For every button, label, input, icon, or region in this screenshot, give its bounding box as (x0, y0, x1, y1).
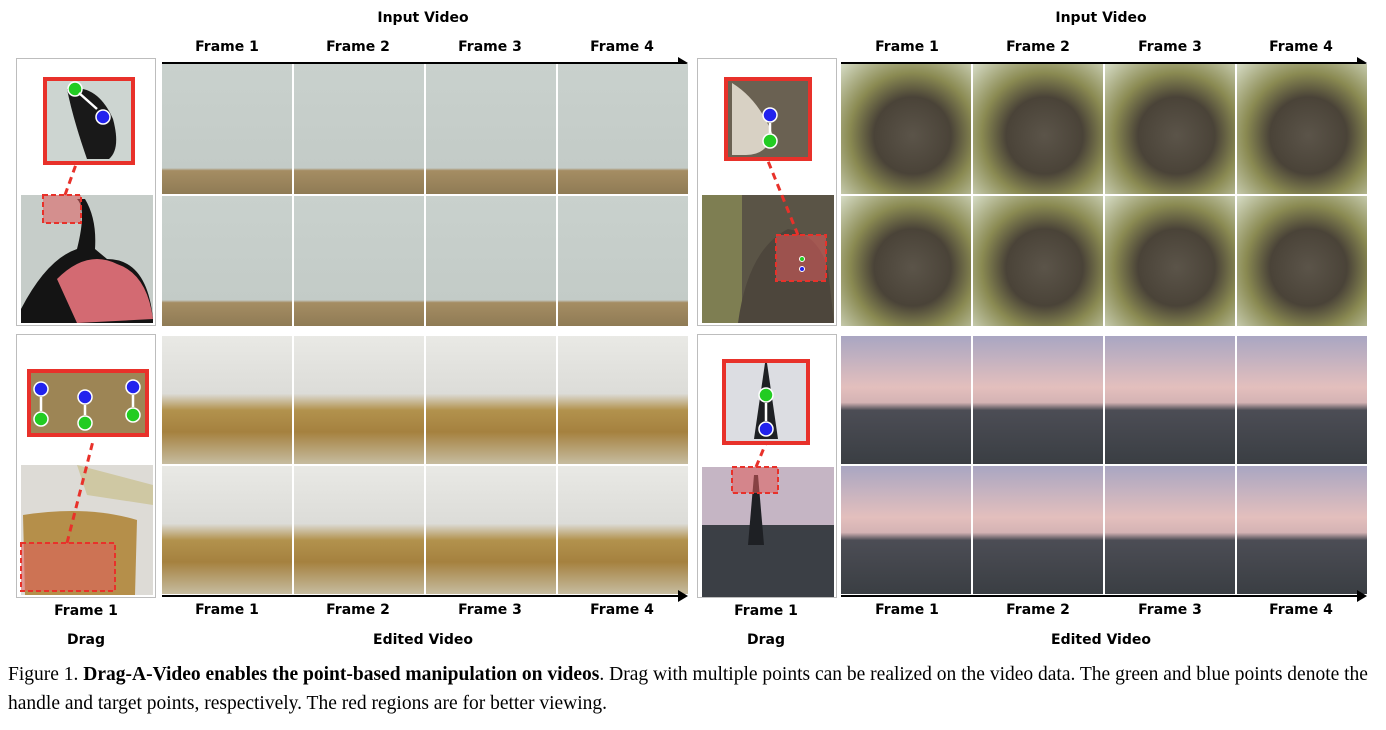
right-top-frame-label-1: Frame 1 (875, 39, 939, 55)
tower-input-frame-1 (841, 336, 971, 464)
right-drag-label: Drag (747, 632, 785, 648)
tower-edited-frame-4 (1237, 466, 1367, 594)
right-top-frame-label-4: Frame 4 (1269, 39, 1333, 55)
left-bottom-frame-label-2: Frame 2 (326, 602, 390, 618)
left-bottom-frame-label-4: Frame 4 (590, 602, 654, 618)
bunny-drag-illustration (21, 77, 153, 323)
glass-input-frame-4 (558, 336, 688, 464)
left-drag-label: Drag (67, 632, 105, 648)
bunny-input-frame-1 (162, 64, 292, 194)
wolf-drag-illustration (702, 77, 834, 323)
caption-bold-title: Drag-A-Video enables the point-based man… (83, 664, 600, 685)
right-top-frame-label-2: Frame 2 (1006, 39, 1070, 55)
glass-input-frame-2 (294, 336, 424, 464)
wolf-input-frame-4 (1237, 64, 1367, 194)
right-top-frame-label-3: Frame 3 (1138, 39, 1202, 55)
bunny-input-frame-3 (426, 64, 556, 194)
wolf-input-frame-2 (973, 64, 1103, 194)
bunny-edited-frame-2 (294, 196, 424, 326)
left-input-video-label: Input Video (377, 10, 469, 26)
right-bottom-drag-panel (697, 334, 837, 598)
glass-input-frame-1 (162, 336, 292, 464)
right-top-drag-panel (697, 58, 837, 326)
left-top-frame-label-4: Frame 4 (590, 39, 654, 55)
glass-input-frame-3 (426, 336, 556, 464)
tower-edited-frame-2 (973, 466, 1103, 594)
left-drag-frame-label: Frame 1 (54, 603, 118, 619)
left-top-timeline-arrow (162, 57, 688, 69)
wolf-input-frame-3 (1105, 64, 1235, 194)
right-bottom-frame-label-1: Frame 1 (875, 602, 939, 618)
wolf-edited-frame-1 (841, 196, 971, 326)
bunny-edited-frame-4 (558, 196, 688, 326)
right-drag-frame-label: Frame 1 (734, 603, 798, 619)
tower-input-frame-4 (1237, 336, 1367, 464)
left-bottom-drag-panel (16, 334, 156, 598)
wolf-edited-frame-2 (973, 196, 1103, 326)
tower-input-frame-2 (973, 336, 1103, 464)
left-top-frame-label-3: Frame 3 (458, 39, 522, 55)
left-top-frame-label-2: Frame 2 (326, 39, 390, 55)
glass-drag-illustration (20, 369, 153, 595)
glass-edited-frame-2 (294, 466, 424, 594)
bunny-edited-frame-1 (162, 196, 292, 326)
left-bottom-frame-label-3: Frame 3 (458, 602, 522, 618)
left-edited-video-label: Edited Video (373, 632, 473, 648)
right-bottom-timeline-arrow (841, 590, 1367, 602)
tower-edited-frame-1 (841, 466, 971, 594)
right-top-timeline-arrow (841, 57, 1367, 69)
right-edited-video-label: Edited Video (1051, 632, 1151, 648)
tower-edited-frame-3 (1105, 466, 1235, 594)
right-bottom-frame-label-4: Frame 4 (1269, 602, 1333, 618)
right-bottom-frame-label-2: Frame 2 (1006, 602, 1070, 618)
bunny-input-frame-4 (558, 64, 688, 194)
glass-edited-frame-4 (558, 466, 688, 594)
right-bottom-frame-label-3: Frame 3 (1138, 602, 1202, 618)
wolf-input-frame-1 (841, 64, 971, 194)
glass-edited-frame-3 (426, 466, 556, 594)
left-top-drag-panel (16, 58, 156, 326)
figure-caption: Figure 1. Drag-A-Video enables the point… (8, 660, 1384, 718)
glass-edited-frame-1 (162, 466, 292, 594)
tower-input-frame-3 (1105, 336, 1235, 464)
bunny-input-frame-2 (294, 64, 424, 194)
right-input-video-label: Input Video (1055, 10, 1147, 26)
left-bottom-timeline-arrow (162, 590, 688, 602)
wolf-edited-frame-3 (1105, 196, 1235, 326)
wolf-edited-frame-4 (1237, 196, 1367, 326)
caption-prefix: Figure 1. (8, 664, 84, 685)
caption-body: . Drag with multiple points can be reali… (8, 664, 1368, 714)
left-top-frame-label-1: Frame 1 (195, 39, 259, 55)
left-bottom-frame-label-1: Frame 1 (195, 602, 259, 618)
tower-drag-illustration (702, 359, 834, 597)
bunny-edited-frame-3 (426, 196, 556, 326)
